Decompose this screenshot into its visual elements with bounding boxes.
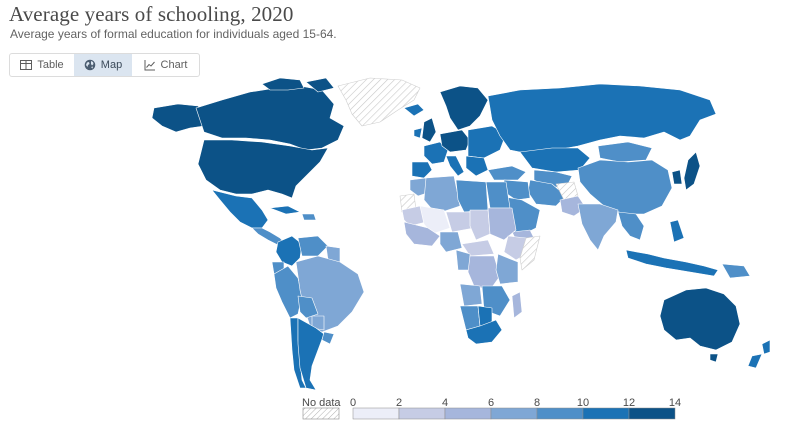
tab-map-label: Map [100,59,123,71]
country-kenya-east[interactable] [495,253,519,285]
country-png[interactable] [721,263,751,279]
country-mauritania[interactable] [401,205,427,227]
country-china[interactable] [577,159,673,215]
legend-tick-label: 14 [668,397,682,409]
country-kazakhstan[interactable] [519,147,591,173]
country-mali[interactable] [419,205,451,235]
country-turkey[interactable] [487,165,527,181]
country-west-africa[interactable] [403,221,441,247]
country-southeast-asia[interactable] [617,211,645,241]
country-uk[interactable] [421,117,437,143]
country-chad[interactable] [469,209,491,241]
country-australia[interactable] [659,287,741,351]
country-brazil[interactable] [295,255,365,333]
tab-map[interactable]: Map [74,54,132,76]
country-usa-alaska[interactable] [151,103,207,133]
tab-table-label: Table [37,59,64,71]
tab-chart-label: Chart [160,59,188,71]
country-greenland[interactable] [337,77,421,127]
line-chart-icon [144,59,156,71]
country-cuba[interactable] [269,205,301,215]
country-madagascar[interactable] [511,291,523,319]
country-usa[interactable] [197,139,329,199]
country-japan[interactable] [683,151,701,191]
country-scandinavia[interactable] [439,85,489,131]
legend-tick-label: 12 [622,397,636,409]
country-philippines[interactable] [669,219,685,243]
country-algeria[interactable] [423,175,461,215]
country-germany-central[interactable] [439,129,471,153]
country-mexico[interactable] [211,189,269,229]
country-uruguay[interactable] [321,331,335,345]
legend-no-data-label: No data [302,397,341,409]
country-venezuela[interactable] [297,235,329,257]
legend-tick-label: 8 [533,397,541,409]
country-namibia[interactable] [459,305,481,331]
view-tabs: Table Map Chart [9,53,200,77]
country-egypt[interactable] [485,181,511,209]
country-peru[interactable] [273,265,303,319]
country-spain-portugal[interactable] [411,161,433,179]
tab-chart[interactable]: Chart [132,54,199,76]
country-somalia[interactable] [519,235,541,271]
country-mongolia[interactable] [597,141,653,163]
country-new-zealand[interactable] [747,339,771,369]
country-central-african-rep[interactable] [461,239,495,257]
country-france[interactable] [423,141,449,165]
country-balkans[interactable] [465,155,489,177]
tab-table[interactable]: Table [10,54,74,76]
country-paraguay[interactable] [311,315,325,331]
country-india[interactable] [577,203,619,251]
country-tasmania[interactable] [709,353,719,363]
chart-title: Average years of schooling, 2020 [9,2,294,26]
country-south-africa[interactable] [465,319,503,345]
country-korea[interactable] [671,169,683,185]
chart-subtitle: Average years of formal education for in… [10,27,337,41]
country-nigeria[interactable] [439,231,463,253]
country-italy[interactable] [445,155,465,177]
country-angola[interactable] [459,283,483,307]
country-argentina[interactable] [297,317,325,391]
legend-tick-label: 10 [576,397,590,409]
legend-tick-label: 0 [349,397,357,409]
country-sudan[interactable] [487,207,517,241]
country-indonesia[interactable] [625,249,719,277]
country-canada-islands[interactable] [261,77,335,93]
country-russia[interactable] [487,83,717,155]
legend-tick-label: 4 [441,397,449,409]
table-icon [20,59,33,71]
country-ireland[interactable] [413,127,423,139]
globe-icon [84,59,96,71]
country-libya[interactable] [455,179,489,213]
country-caribbean[interactable] [301,213,317,221]
legend-tick-label: 2 [395,397,403,409]
legend-tick-label: 6 [487,397,495,409]
country-drc[interactable] [467,255,501,291]
country-iceland[interactable] [403,103,425,117]
